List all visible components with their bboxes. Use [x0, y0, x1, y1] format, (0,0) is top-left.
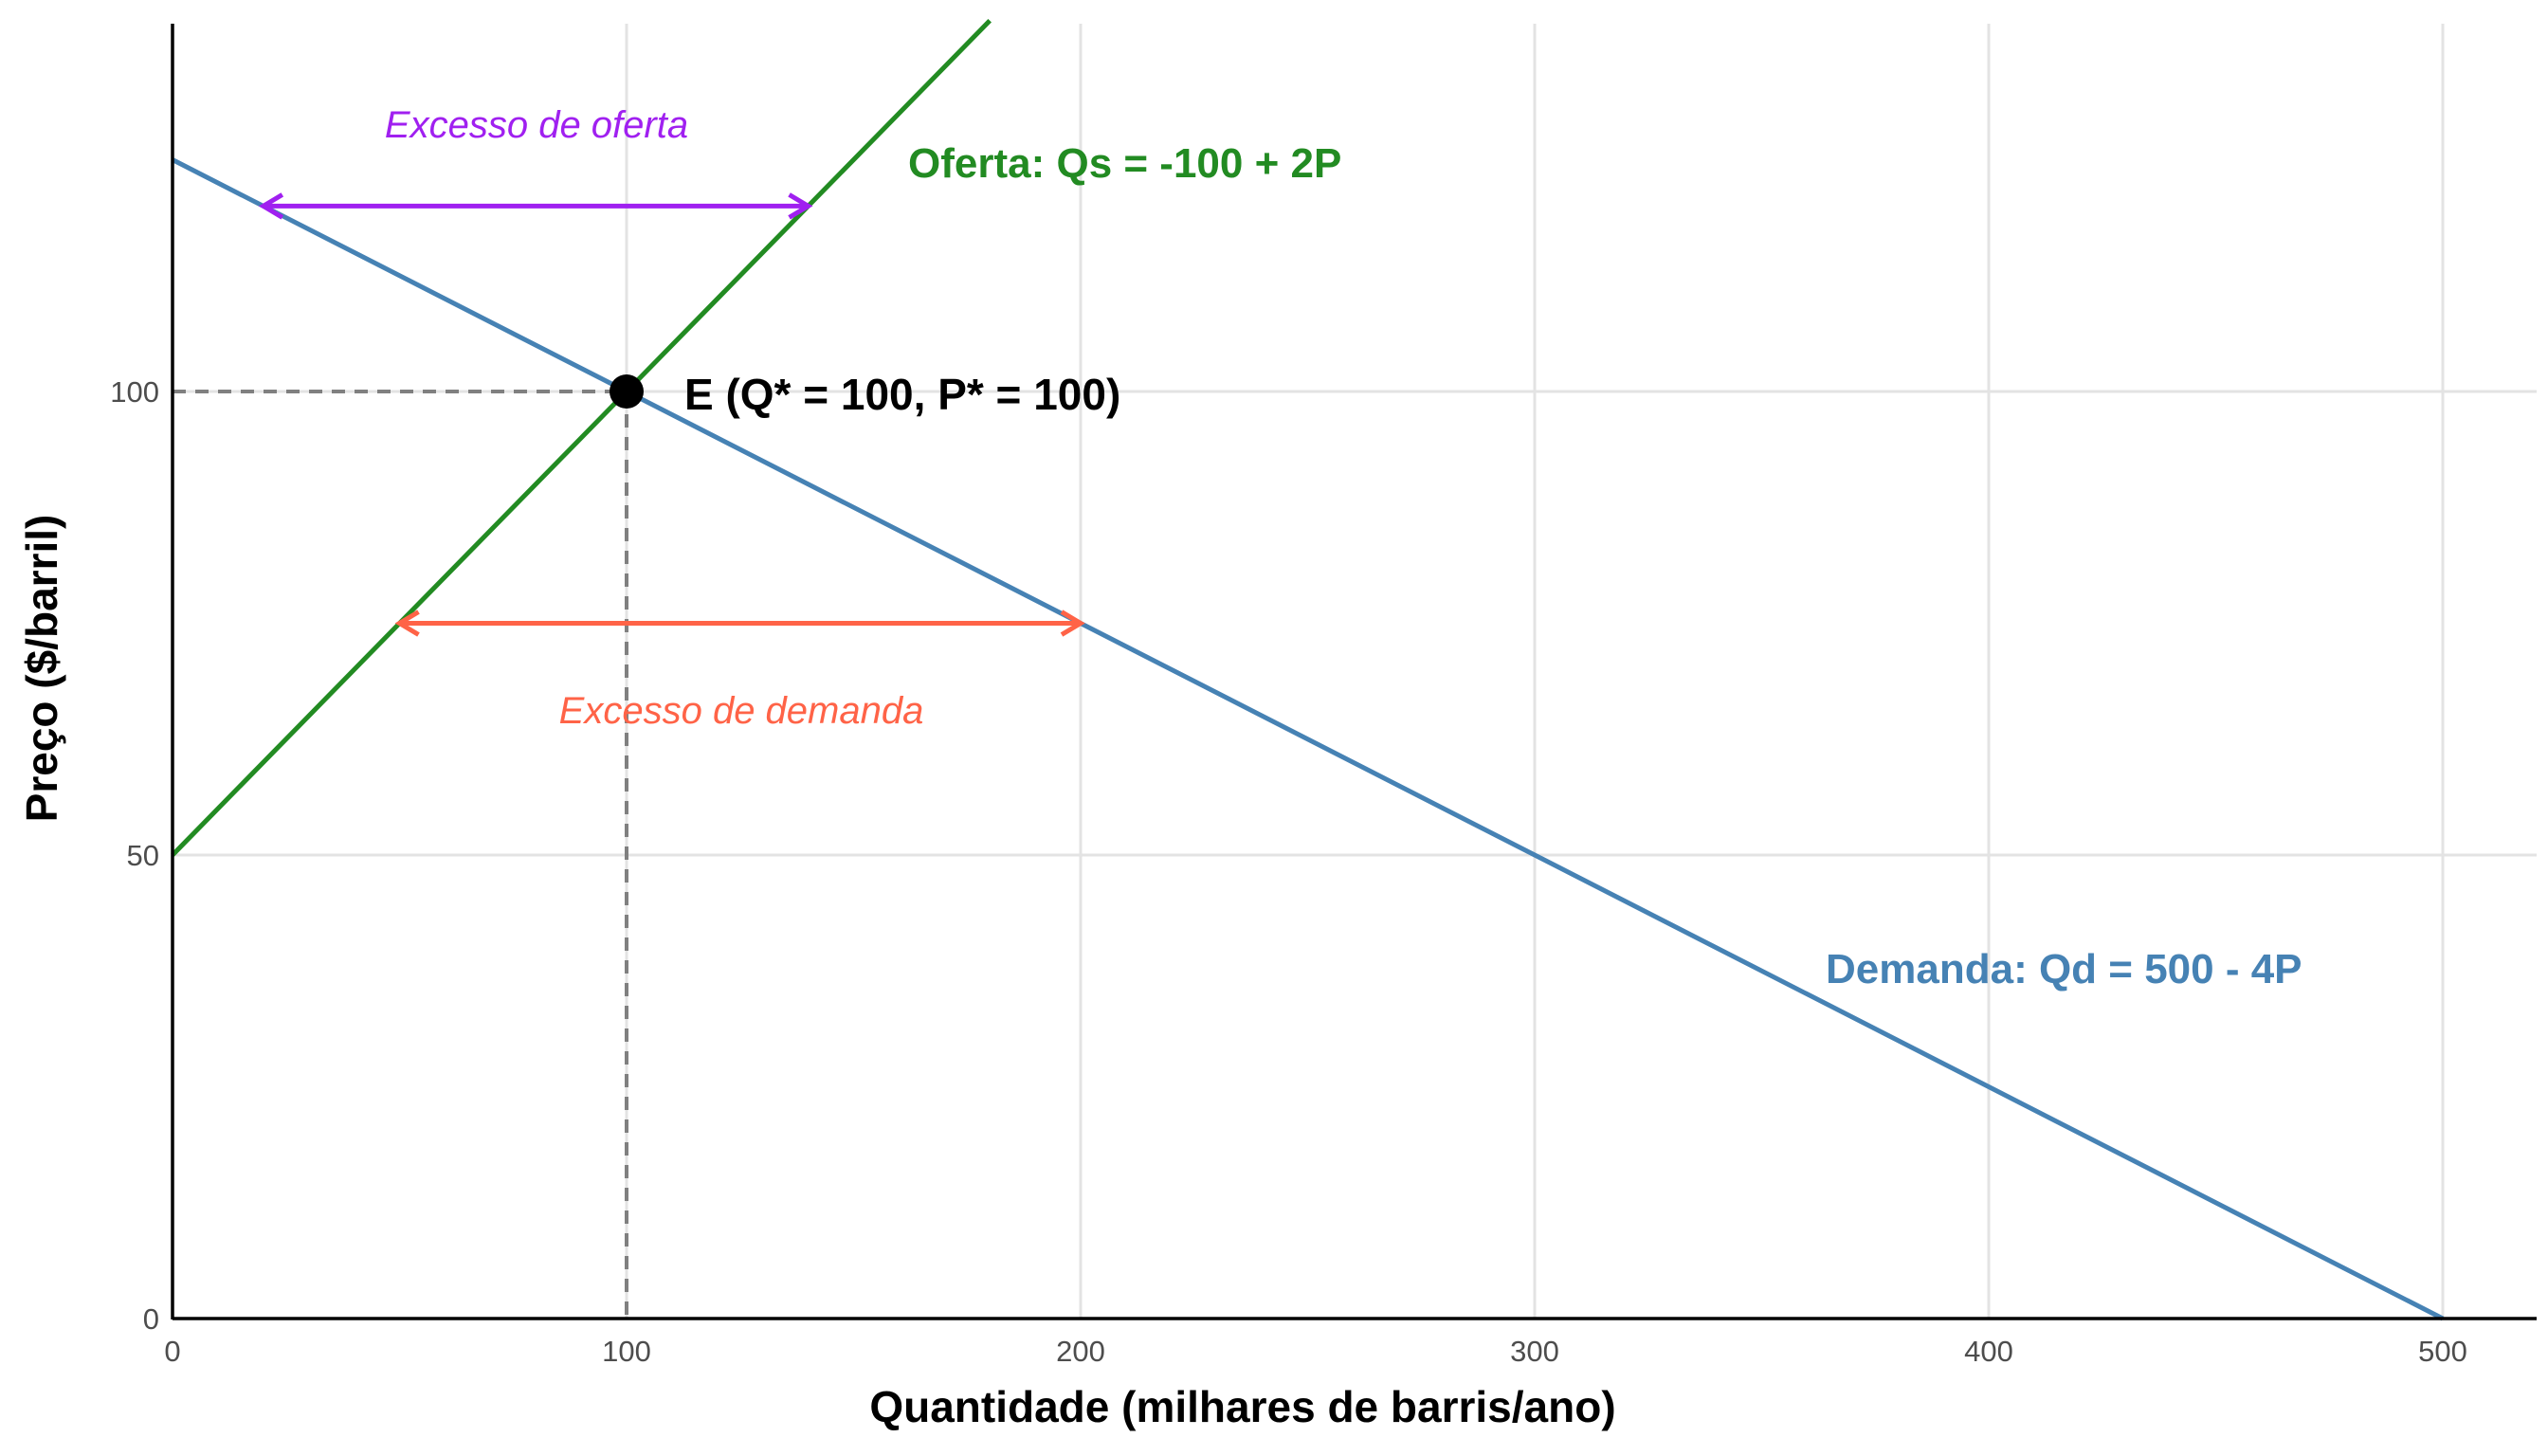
curves — [171, 19, 2445, 1321]
excess-demand-label: Excesso de demanda — [559, 690, 924, 732]
excess_demand-arrow-head-right — [1060, 610, 1085, 637]
y-tick-label: 100 — [110, 375, 159, 409]
excess_supply-arrow — [258, 192, 813, 220]
equilibrium-point — [610, 374, 644, 409]
tick-labels: 0 100 200 300 400 500 0 50 100 — [110, 375, 2467, 1368]
excess-supply-label: Excesso de oferta — [385, 104, 688, 146]
excess_supply-arrow-head-right — [788, 192, 813, 220]
axes — [171, 24, 2537, 1320]
x-tick-label: 300 — [1510, 1335, 1559, 1368]
supply-curve-label: Oferta: Qs = -100 + 2P — [908, 140, 1341, 187]
y-tick-label: 50 — [127, 839, 159, 872]
y-axis-title: Preço ($/barril) — [17, 515, 66, 823]
x-axis-title: Quantidade (milhares de barris/ano) — [869, 1382, 1615, 1431]
x-tick-label: 0 — [164, 1335, 180, 1368]
excess_supply-arrow-head-left — [258, 192, 284, 220]
x-tick-label: 200 — [1056, 1335, 1105, 1368]
equilibrium-label: E (Q* = 100, P* = 100) — [684, 370, 1120, 419]
demand-curve-label: Demanda: Qd = 500 - 4P — [1826, 946, 2302, 992]
gridlines — [173, 24, 2537, 1319]
x-tick-label: 500 — [2418, 1335, 2467, 1368]
excess_demand-arrow-head-left — [394, 610, 420, 637]
y-tick-label: 0 — [143, 1302, 159, 1336]
x-tick-label: 100 — [602, 1335, 651, 1368]
excess_demand-arrow — [394, 610, 1085, 637]
equilibrium-guides — [173, 390, 628, 1319]
demand-curve — [171, 157, 2445, 1321]
x-tick-label: 400 — [1964, 1335, 2013, 1368]
supply-curve — [171, 19, 992, 857]
excess-arrows — [258, 192, 1085, 637]
